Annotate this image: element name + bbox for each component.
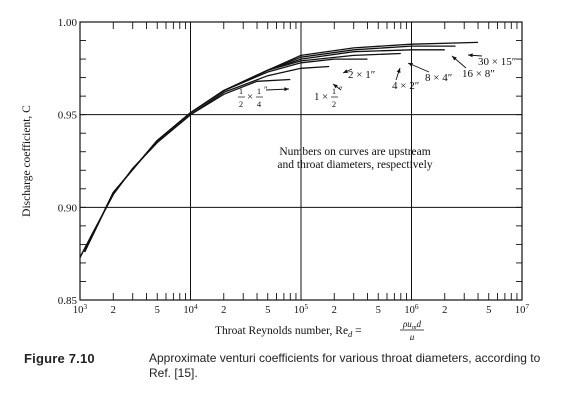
- x-tick-exponent: 4: [194, 302, 198, 311]
- x-tick-label: 106: [404, 302, 419, 316]
- leader-arrowhead: [333, 84, 338, 89]
- x-tick-base: 10: [73, 305, 84, 316]
- curve-label-numerator: 1: [257, 86, 261, 96]
- x-tick-label: 105: [294, 302, 309, 316]
- x-tick-exponent: 6: [415, 302, 419, 311]
- leader-arrowhead: [343, 69, 348, 73]
- y-tick-label: 0.95: [58, 110, 78, 122]
- curve-label: 16 × 8″: [462, 68, 495, 80]
- x-tick-label: 103: [73, 302, 88, 316]
- x-minor-tick-label: 2: [111, 305, 116, 316]
- curve-label: 8 × 4″: [425, 72, 452, 84]
- x-minor-tick-label: 5: [155, 305, 160, 316]
- annotation-line: Numbers on curves are upstream: [279, 146, 430, 158]
- y-tick-label: 1.00: [58, 17, 78, 29]
- curve-series-7: [84, 41, 479, 253]
- curve-label-numerator: 1: [239, 86, 243, 96]
- annotation-line: and throat diameters, respectively: [277, 159, 432, 171]
- curve-label-numerator: 1: [332, 86, 336, 96]
- x-minor-tick-label: 5: [376, 305, 381, 316]
- x-axis-label-num-tail: d: [417, 319, 422, 329]
- curves-layer: [79, 41, 479, 258]
- curve-label: 30 × 15″: [478, 56, 516, 68]
- leader-arrowhead: [396, 68, 401, 73]
- curve-label-times: ×: [322, 91, 328, 103]
- y-axis-label: Discharge coefficient, C: [21, 105, 33, 217]
- x-axis-label-equals: =: [352, 325, 361, 337]
- x-axis-label-denominator: μ: [409, 332, 415, 340]
- x-tick-label: 104: [183, 302, 198, 316]
- x-tick-base: 10: [404, 305, 415, 316]
- x-axis-label-numerator: ρumd: [402, 319, 422, 331]
- x-tick-base: 10: [183, 305, 194, 316]
- x-axis-label-num-part: ρu: [402, 319, 412, 329]
- x-axis-label-prefix: Throat Reynolds number, Re: [215, 325, 348, 337]
- leader-arrowhead: [408, 63, 413, 67]
- x-tick-exponent: 5: [304, 302, 308, 311]
- leader-arrowhead: [468, 53, 473, 58]
- x-minor-tick-label: 5: [486, 305, 491, 316]
- x-minor-tick-label: 2: [221, 305, 226, 316]
- plot-frame: [79, 21, 523, 301]
- x-axis-label-text: Throat Reynolds number, Red =: [215, 325, 362, 339]
- x-axis-label-subscript: d: [348, 329, 353, 339]
- x-tick-base: 10: [294, 305, 305, 316]
- curve-label-times: ×: [247, 91, 253, 103]
- figure-label: Figure 7.10: [24, 351, 95, 366]
- y-tick-label: 0.85: [58, 295, 78, 307]
- curve-label-denominator: 4: [257, 99, 262, 109]
- x-minor-tick-label: 2: [442, 305, 447, 316]
- caption-text: Approximate venturi coefficients for var…: [149, 351, 541, 380]
- curve-label: 2 × 1″: [348, 69, 375, 81]
- curve-label-whole: 1: [314, 91, 320, 103]
- x-minor-tick-label: 2: [332, 305, 337, 316]
- curve-label: 4 × 2″: [392, 80, 419, 92]
- x-tick-exponent: 3: [83, 302, 87, 311]
- x-tick-base: 10: [515, 305, 526, 316]
- curve-label-denominator: 2: [239, 99, 243, 109]
- leader-arrowhead: [284, 87, 289, 92]
- y-tick-label: 0.90: [58, 202, 78, 214]
- curve-label-denominator: 2: [332, 99, 336, 109]
- x-tick-label: 107: [515, 302, 530, 316]
- x-minor-tick-label: 5: [265, 305, 270, 316]
- curve-labels-layer: 12×14″1×12″2 × 1″4 × 2″8 × 4″16 × 8″30 ×…: [238, 53, 516, 109]
- leader-arrowhead: [452, 56, 457, 61]
- x-tick-exponent: 7: [525, 302, 529, 311]
- x-axis-label-num-subscript: m: [412, 324, 417, 331]
